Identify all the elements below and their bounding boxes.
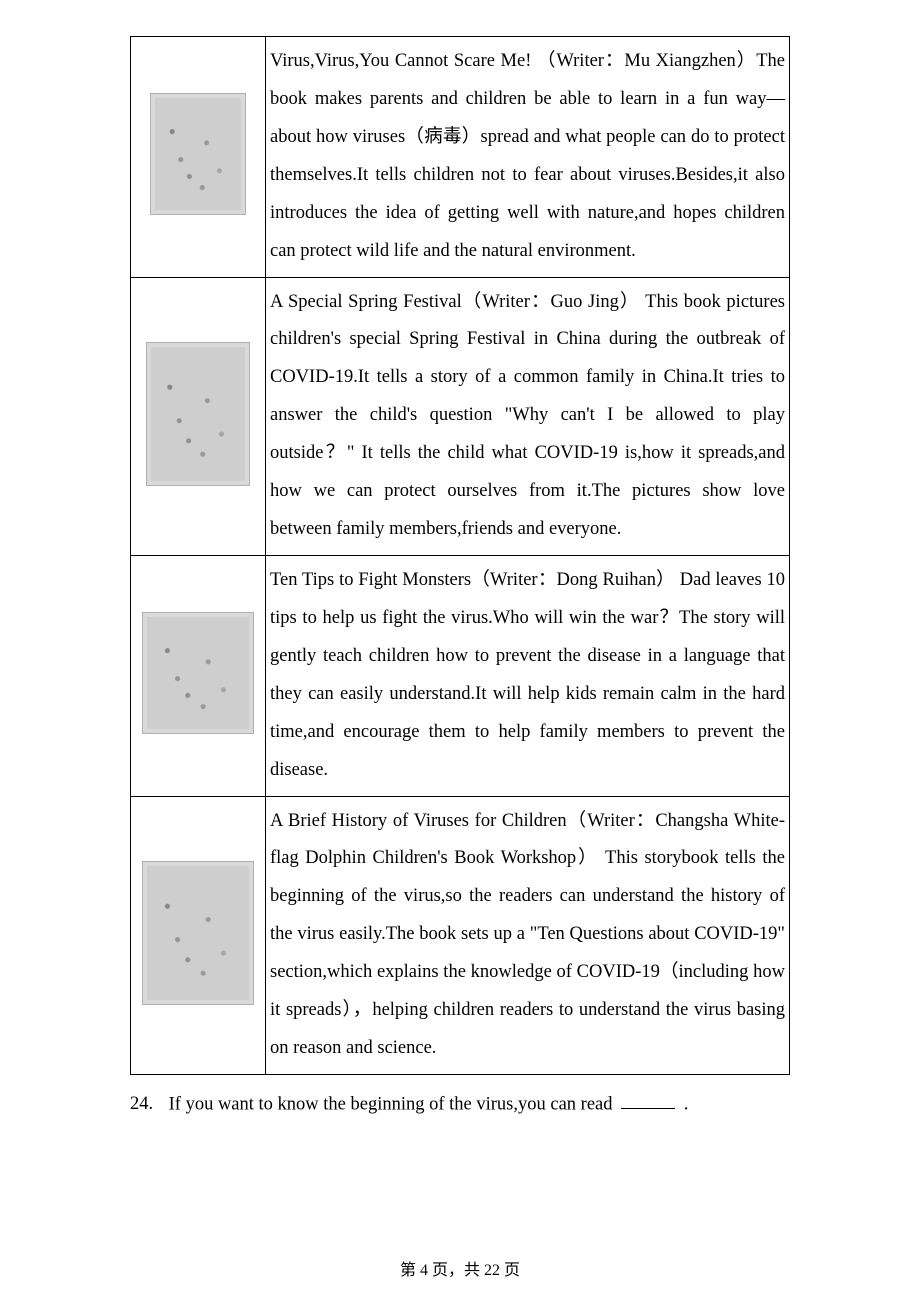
book-thumb-cell-2 (131, 277, 266, 555)
table-row: Virus,Virus,You Cannot Scare Me! （Writer… (131, 37, 790, 278)
book-desc-text: A Brief History of Viruses for Children（… (270, 811, 785, 1059)
book-desc-cell-2: A Special Spring Festival（Writer：Guo Jin… (266, 277, 790, 555)
book-desc-text: Ten Tips to Fight Monsters（Writer：Dong R… (270, 570, 785, 780)
book-thumb-cell-3 (131, 555, 266, 796)
book-cover-placeholder (155, 98, 241, 210)
question-text-after: . (684, 1094, 689, 1114)
fill-blank[interactable] (621, 1091, 675, 1110)
books-table: Virus,Virus,You Cannot Scare Me! （Writer… (130, 36, 790, 1075)
book-thumb-cell-4 (131, 796, 266, 1074)
book-cover-placeholder (151, 347, 245, 481)
book-cover-thumb-3 (142, 612, 254, 734)
book-cover-placeholder (147, 617, 249, 729)
table-row: A Special Spring Festival（Writer：Guo Jin… (131, 277, 790, 555)
book-desc-cell-1: Virus,Virus,You Cannot Scare Me! （Writer… (266, 37, 790, 278)
question-number: 24. (130, 1094, 164, 1115)
page-footer: 第 4 页，共 22 页 (0, 1256, 920, 1280)
book-cover-thumb-2 (146, 342, 250, 486)
book-desc-text: Virus,Virus,You Cannot Scare Me! （Writer… (270, 51, 785, 261)
book-desc-text: A Special Spring Festival（Writer：Guo Jin… (270, 292, 785, 540)
question-24: 24. If you want to know the beginning of… (130, 1091, 790, 1116)
question-text-before: If you want to know the beginning of the… (169, 1094, 613, 1114)
page-number-text: 第 4 页，共 22 页 (400, 1262, 520, 1279)
book-desc-cell-3: Ten Tips to Fight Monsters（Writer：Dong R… (266, 555, 790, 796)
table-row: Ten Tips to Fight Monsters（Writer：Dong R… (131, 555, 790, 796)
book-desc-cell-4: A Brief History of Viruses for Children（… (266, 796, 790, 1074)
book-cover-thumb-1 (150, 93, 246, 215)
table-row: A Brief History of Viruses for Children（… (131, 796, 790, 1074)
book-thumb-cell-1 (131, 37, 266, 278)
book-cover-placeholder (147, 866, 249, 1000)
book-cover-thumb-4 (142, 861, 254, 1005)
page: Virus,Virus,You Cannot Scare Me! （Writer… (0, 0, 920, 1302)
